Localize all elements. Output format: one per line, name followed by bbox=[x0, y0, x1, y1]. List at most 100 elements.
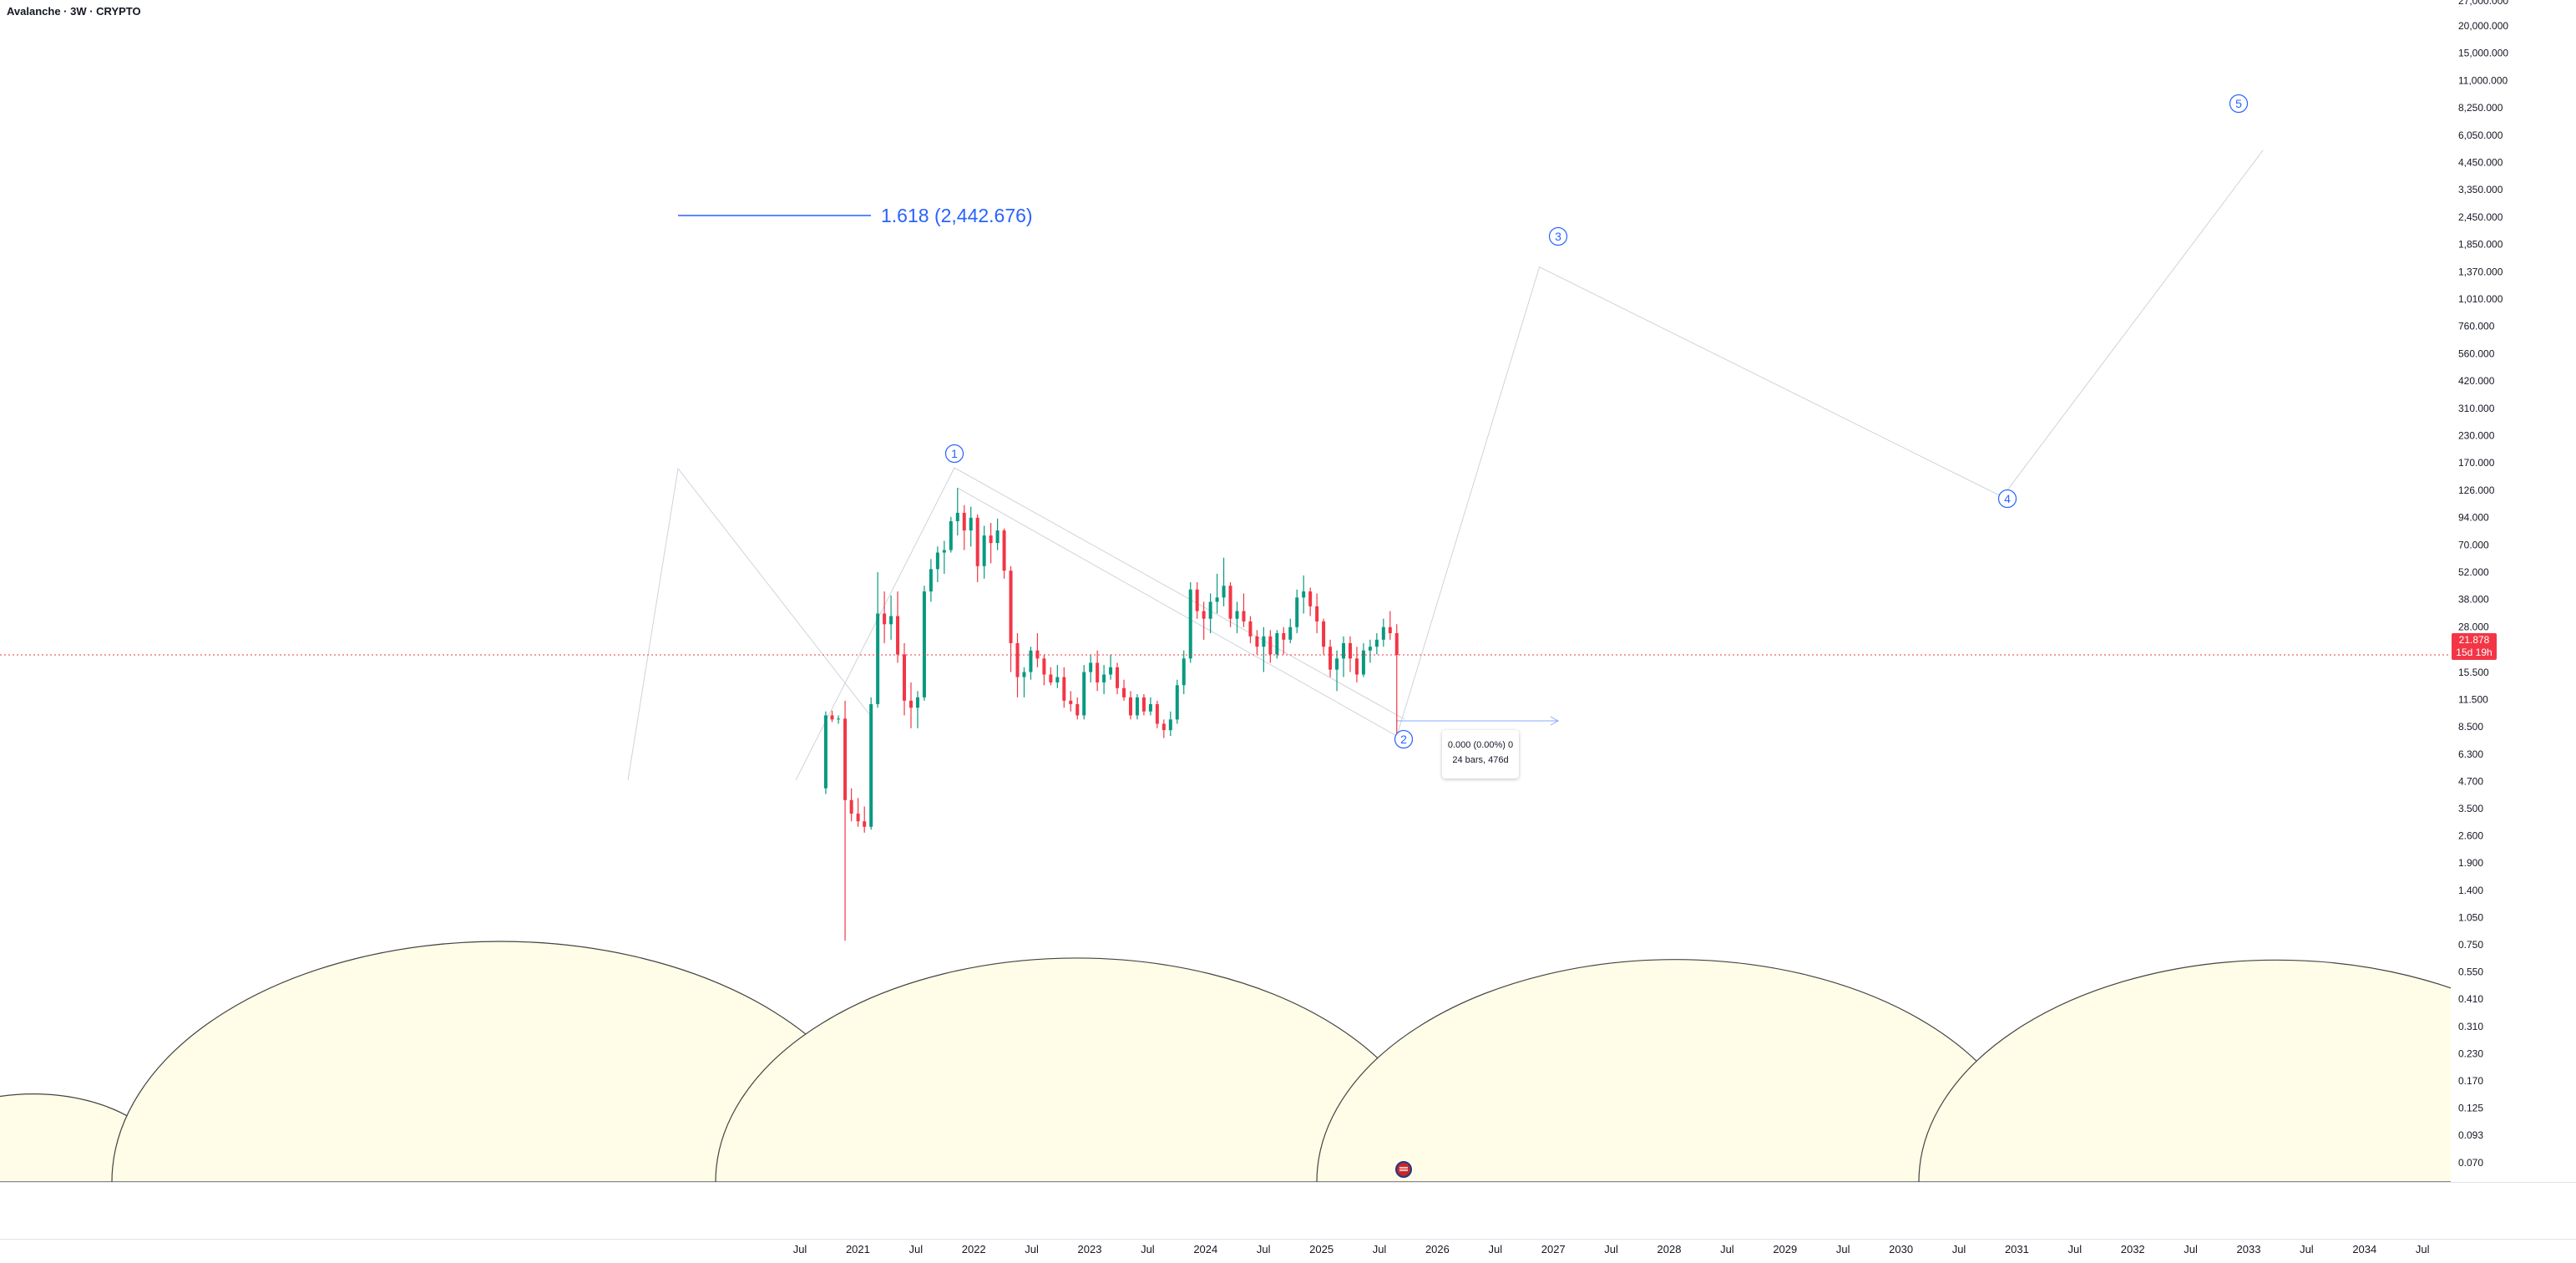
price-tick-label: 4.700 bbox=[2458, 775, 2483, 787]
candle bbox=[1055, 665, 1060, 688]
candle bbox=[1374, 633, 1379, 655]
candle bbox=[1128, 691, 1132, 720]
measure-arrow-head bbox=[1550, 716, 1560, 726]
elliott-wave-label[interactable]: 1 bbox=[944, 444, 964, 464]
price-tick-label: 1.400 bbox=[2458, 885, 2483, 896]
svg-text:1: 1 bbox=[951, 447, 958, 460]
candle bbox=[1035, 633, 1040, 667]
candle bbox=[1109, 654, 1113, 680]
candle bbox=[1328, 639, 1333, 677]
price-tick-label: 2,450.000 bbox=[2458, 211, 2503, 223]
price-tick-label: 15,000.000 bbox=[2458, 48, 2508, 59]
candle bbox=[1161, 719, 1166, 738]
candle bbox=[896, 591, 900, 663]
candle bbox=[1182, 650, 1186, 695]
us-flag-icon[interactable] bbox=[1395, 1161, 1412, 1178]
candle bbox=[995, 518, 1000, 550]
bar-countdown: 15d 19h bbox=[2456, 647, 2492, 658]
candle bbox=[1335, 650, 1339, 692]
candle bbox=[837, 715, 841, 724]
price-tick-label: 310.000 bbox=[2458, 403, 2495, 414]
time-axis[interactable]: Jul 2021 Jul 2022 Jul 2023 Jul 2024 Jul 2025 Jul 20… bbox=[793, 1243, 2430, 1255]
price-tick-label: 170.000 bbox=[2458, 457, 2495, 469]
candle bbox=[1288, 618, 1293, 643]
time-tick-label: Jul bbox=[1604, 1243, 1618, 1255]
price-tick-label: 0.310 bbox=[2458, 1021, 2483, 1032]
price-axis[interactable]: 27,000.000 20,000.000 15,000.000 11,000.000… bbox=[2458, 0, 2508, 1169]
price-tick-label: 1,010.000 bbox=[2458, 293, 2503, 305]
candle bbox=[1122, 679, 1126, 701]
candle bbox=[1368, 639, 1372, 663]
time-tick-label: Jul bbox=[1836, 1243, 1850, 1255]
candle bbox=[1049, 667, 1053, 686]
price-tick-label: 0.125 bbox=[2458, 1103, 2483, 1114]
drawings-layer bbox=[627, 150, 2264, 781]
candle bbox=[869, 697, 873, 830]
time-tick-label: Jul bbox=[1141, 1243, 1155, 1255]
candle bbox=[1342, 636, 1346, 677]
svg-text:2: 2 bbox=[1400, 733, 1407, 746]
price-tick-label: 6,050.000 bbox=[2458, 129, 2503, 141]
price-tick-label: 94.000 bbox=[2458, 512, 2489, 524]
candle bbox=[1089, 654, 1093, 682]
candle bbox=[949, 516, 953, 553]
candle bbox=[1228, 581, 1232, 627]
time-tick-label: Jul bbox=[1488, 1243, 1502, 1255]
price-tick-label: 0.070 bbox=[2458, 1157, 2483, 1169]
candle bbox=[935, 546, 939, 582]
time-tick-label: 2033 bbox=[2237, 1243, 2261, 1255]
candle bbox=[1175, 679, 1179, 724]
price-tick-label: 0.550 bbox=[2458, 966, 2483, 978]
candle bbox=[1315, 593, 1319, 634]
candle bbox=[915, 691, 919, 728]
price-tick-label: 0.093 bbox=[2458, 1129, 2483, 1141]
time-tick-label: 2027 bbox=[1541, 1243, 1566, 1255]
fib-extension-label: 1.618 (2,442.676) bbox=[881, 205, 1033, 226]
candle bbox=[1015, 633, 1020, 697]
price-tick-label: 20,000.000 bbox=[2458, 20, 2508, 32]
price-tick-label: 52.000 bbox=[2458, 566, 2489, 578]
time-tick-label: 2026 bbox=[1425, 1243, 1450, 1255]
candle bbox=[1148, 697, 1152, 716]
elliott-wave-path bbox=[957, 150, 2264, 737]
elliott-wave-label[interactable]: 4 bbox=[1997, 489, 2017, 509]
candle bbox=[1188, 581, 1192, 663]
time-tick-label: 2028 bbox=[1657, 1243, 1682, 1255]
date-price-range-label: 0.000 (0.00%) 0 24 bars, 476d bbox=[1442, 730, 1519, 779]
last-price-value: 21.878 bbox=[2458, 634, 2490, 646]
time-tick-label: Jul bbox=[2300, 1243, 2314, 1255]
svg-text:5: 5 bbox=[2235, 97, 2242, 110]
candle bbox=[1195, 581, 1199, 619]
last-price-label: 21.878 15d 19h bbox=[2452, 633, 2497, 660]
time-tick-label: 2025 bbox=[1309, 1243, 1334, 1255]
candle bbox=[1282, 626, 1286, 655]
svg-text:3: 3 bbox=[1555, 230, 1561, 243]
candle bbox=[962, 505, 966, 550]
candle bbox=[1348, 636, 1352, 672]
time-tick-label: 2030 bbox=[1889, 1243, 1913, 1255]
price-tick-label: 0.750 bbox=[2458, 939, 2483, 951]
candle bbox=[1262, 626, 1266, 672]
candle bbox=[955, 488, 959, 536]
candle bbox=[1302, 575, 1306, 614]
candle bbox=[1222, 557, 1226, 606]
candle bbox=[863, 806, 867, 833]
time-tick-label: Jul bbox=[793, 1243, 807, 1255]
time-cycle-arc bbox=[1918, 959, 2451, 1182]
candle bbox=[1202, 601, 1206, 640]
time-tick-label: Jul bbox=[1025, 1243, 1039, 1255]
price-tick-label: 38.000 bbox=[2458, 594, 2489, 606]
candle bbox=[1096, 650, 1100, 692]
candle bbox=[1248, 616, 1253, 643]
time-tick-label: Jul bbox=[2184, 1243, 2198, 1255]
elliott-wave-label[interactable]: 3 bbox=[1548, 226, 1568, 246]
candle bbox=[856, 798, 860, 827]
elliott-wave-label[interactable]: 5 bbox=[2229, 94, 2249, 114]
candle bbox=[908, 682, 913, 728]
time-tick-label: 2034 bbox=[2352, 1243, 2376, 1255]
elliott-wave-label[interactable]: 2 bbox=[1394, 729, 1414, 749]
time-tick-label: 2031 bbox=[2005, 1243, 2029, 1255]
candle bbox=[1141, 694, 1146, 716]
candle bbox=[1082, 665, 1086, 720]
